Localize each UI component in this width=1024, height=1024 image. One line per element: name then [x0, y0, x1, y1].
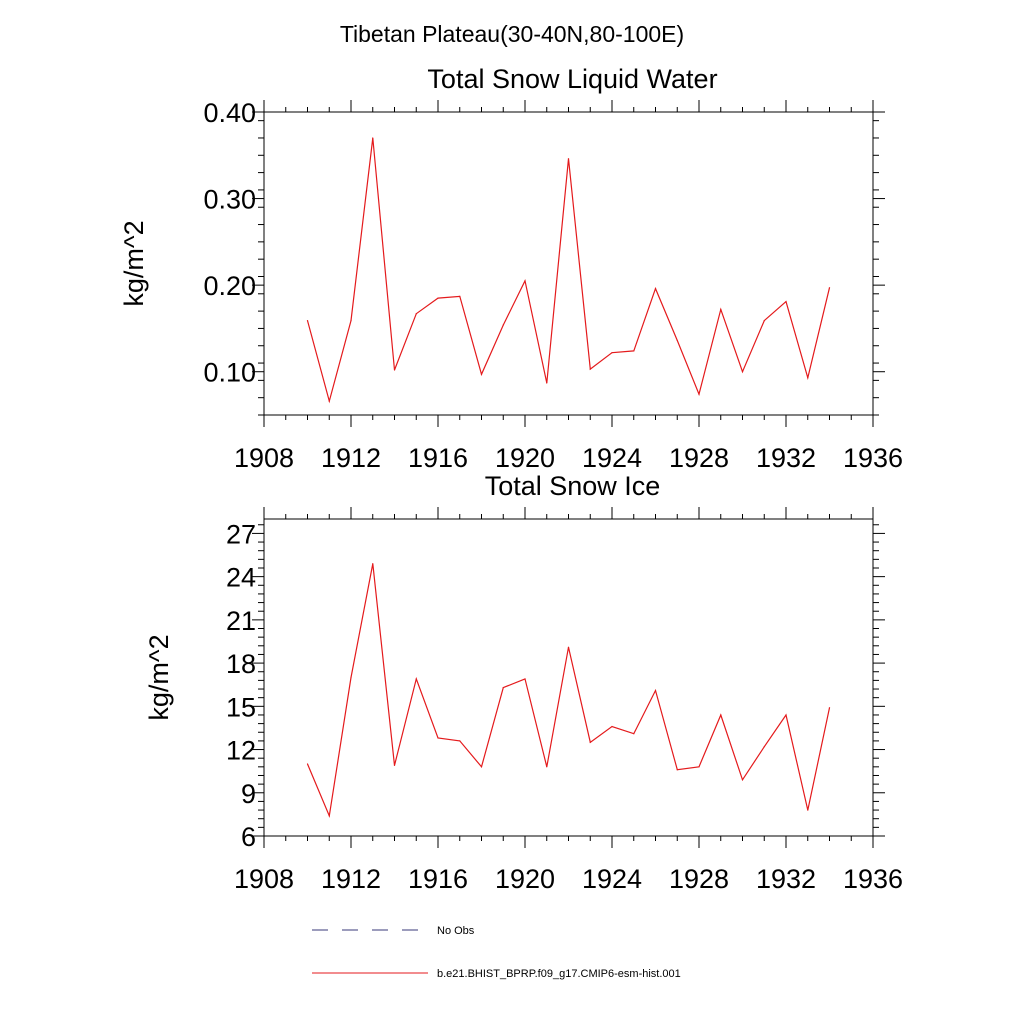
data-point — [633, 733, 635, 735]
data-point — [459, 295, 461, 297]
data-point — [741, 371, 744, 373]
y-tick-label: 0.40 — [203, 98, 256, 128]
x-tick-label: 1932 — [756, 443, 816, 473]
data-point — [393, 764, 396, 766]
data-point — [350, 676, 352, 679]
data-point — [828, 707, 831, 709]
x-tick-label: 1908 — [234, 443, 294, 473]
data-point — [676, 769, 678, 771]
data-point — [567, 158, 570, 160]
suptitle: Tibetan Plateau(30-40N,80-100E) — [340, 21, 684, 47]
data-point — [393, 369, 396, 371]
data-point — [546, 766, 548, 768]
data-point — [328, 815, 330, 817]
data-point — [415, 678, 417, 680]
x-tick-label: 1936 — [843, 864, 903, 894]
y-tick-label: 24 — [226, 563, 256, 593]
data-point — [350, 320, 352, 322]
x-tick-label: 1916 — [408, 864, 468, 894]
y-tick-label: 21 — [226, 606, 256, 636]
data-point — [480, 766, 483, 768]
data-point — [589, 741, 591, 743]
data-point — [807, 377, 809, 379]
y-tick-label: 6 — [241, 822, 256, 852]
data-point — [524, 678, 526, 680]
data-point — [306, 763, 309, 765]
data-point — [372, 563, 374, 565]
x-tick-label: 1920 — [495, 864, 555, 894]
y-tick-label: 12 — [226, 736, 256, 766]
data-point — [611, 725, 613, 728]
legend-label-no-obs: No Obs — [437, 925, 475, 937]
data-point — [698, 393, 700, 395]
data-point — [437, 737, 439, 739]
data-point — [763, 320, 765, 322]
data-point — [372, 137, 374, 139]
data-point — [763, 746, 765, 748]
x-tick-label: 1936 — [843, 443, 903, 473]
panel-liquid-water: 1908 1912 1916 1920 1924 1928 1932 1936 0.10 0.20… — [119, 64, 903, 473]
x-tick-label: 1916 — [408, 443, 468, 473]
plot-frame — [263, 518, 874, 837]
x-tick-label: 1920 — [495, 443, 555, 473]
x-tick-label: 1912 — [321, 443, 381, 473]
data-point — [459, 740, 461, 742]
data-point — [676, 339, 678, 342]
data-point — [502, 324, 504, 326]
data-point — [807, 809, 809, 811]
series-line — [306, 563, 831, 818]
y-tick-label: 0.10 — [203, 358, 256, 388]
x-tick-label: 1928 — [669, 443, 729, 473]
data-point — [437, 297, 439, 299]
panel-title: Total Snow Ice — [485, 471, 661, 501]
data-point — [633, 350, 635, 352]
data-point — [589, 368, 591, 370]
x-tick-label: 1924 — [582, 443, 642, 473]
series-line — [306, 137, 831, 404]
y-tick-label: 18 — [226, 649, 256, 679]
data-point — [524, 280, 526, 282]
x-tick-label: 1924 — [582, 864, 642, 894]
data-point — [306, 320, 309, 322]
plot-frame — [263, 111, 874, 416]
y-axis-label: kg/m^2 — [144, 634, 174, 720]
data-point — [698, 766, 700, 768]
data-point — [741, 779, 744, 781]
data-point — [611, 352, 613, 354]
x-tick-label: 1928 — [669, 864, 729, 894]
data-point — [654, 689, 657, 692]
legend: No Obs b.e21.BHIST_BPRP.f09_g17.CMIP6-es… — [312, 925, 681, 980]
data-point — [785, 300, 787, 303]
data-point — [654, 288, 657, 290]
x-tick-label: 1912 — [321, 864, 381, 894]
data-point — [415, 313, 417, 315]
x-tick-label: 1932 — [756, 864, 816, 894]
x-tick-label: 1908 — [234, 864, 294, 894]
data-point — [828, 287, 831, 289]
data-point — [785, 714, 787, 716]
data-point — [546, 382, 548, 384]
data-point — [567, 646, 570, 648]
y-tick-label: 27 — [226, 519, 256, 549]
data-point — [328, 400, 330, 402]
y-tick-label: 9 — [241, 779, 256, 809]
panel-snow-ice: 1908 1912 1916 1920 1924 1928 1932 1936 6 9 12 15 18… — [144, 471, 903, 894]
panel-title: Total Snow Liquid Water — [427, 64, 717, 94]
y-tick-label: 0.20 — [203, 271, 256, 301]
data-point — [480, 373, 483, 375]
legend-label-model: b.e21.BHIST_BPRP.f09_g17.CMIP6-esm-hist.… — [437, 968, 681, 980]
data-point — [720, 714, 722, 716]
y-tick-label: 15 — [226, 692, 256, 722]
y-axis-label: kg/m^2 — [119, 220, 149, 306]
data-point — [720, 308, 722, 310]
y-tick-label: 0.30 — [203, 185, 256, 215]
data-point — [502, 686, 504, 689]
